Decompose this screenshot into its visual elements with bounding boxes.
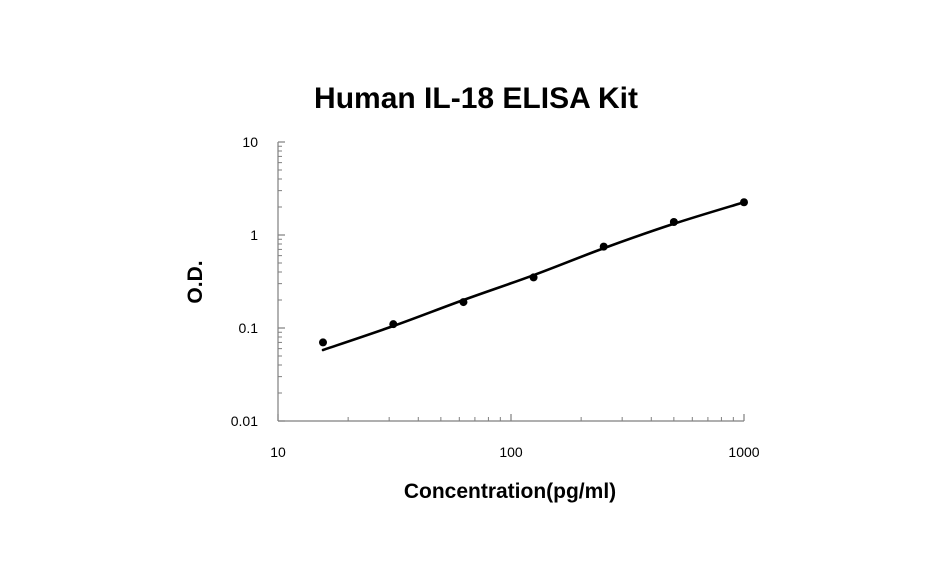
data-point bbox=[740, 198, 748, 207]
y-axis-label: O.D. bbox=[184, 260, 207, 303]
y-tick-label: 10 bbox=[242, 134, 258, 150]
data-point bbox=[318, 338, 327, 347]
axes: 10 100 1000 0.01 0.1 1 10 bbox=[231, 134, 760, 460]
x-tick-label: 1000 bbox=[728, 444, 759, 460]
data-point bbox=[669, 217, 678, 226]
data-point bbox=[459, 298, 468, 307]
data-points-layer bbox=[318, 198, 748, 347]
x-tick-label: 10 bbox=[270, 444, 286, 460]
x-tick-label: 100 bbox=[499, 444, 523, 460]
chart-title: Human IL-18 ELISA Kit bbox=[314, 82, 638, 115]
y-tick-label: 0.1 bbox=[239, 320, 259, 336]
y-tick-label: 1 bbox=[250, 227, 258, 243]
x-axis-label: Concentration(pg/ml) bbox=[404, 480, 616, 503]
data-point bbox=[599, 242, 608, 251]
y-tick-label: 0.01 bbox=[231, 413, 258, 429]
data-point bbox=[389, 320, 398, 329]
data-point bbox=[529, 273, 538, 282]
